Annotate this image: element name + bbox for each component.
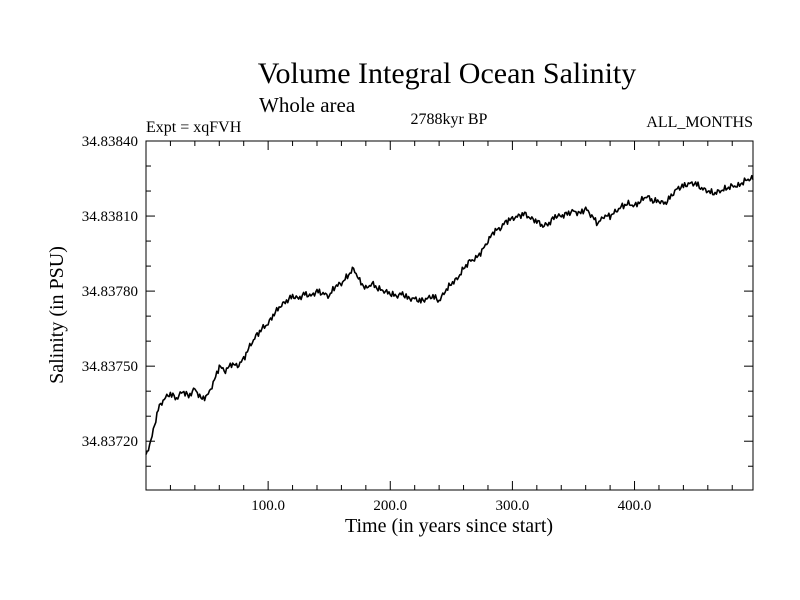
experiment-label: Expt = xqFVH [146,119,242,136]
period-label: 2788kyr BP [411,111,488,128]
x-axis-ticks [169,141,733,490]
chart-title: Volume Integral Ocean Salinity [258,57,637,90]
y-tick-label: 34.83750 [82,359,138,375]
y-tick-label: 34.83810 [82,209,138,225]
x-tick-label: 200.0 [373,498,407,514]
y-tick-label: 34.83840 [82,134,138,150]
x-axis-label: Time (in years since start) [345,515,553,537]
y-axis-tick-labels: 34.83720 34.83750 34.83780 34.83810 34.83840 [82,134,138,450]
y-axis-label: Salinity (in PSU) [46,246,68,384]
chart-subtitle: Whole area [259,93,356,117]
x-tick-label: 300.0 [496,498,530,514]
y-tick-label: 34.83720 [82,434,138,450]
y-tick-label: 34.83780 [82,284,138,300]
x-tick-label: 100.0 [251,498,285,514]
plot-frame [145,140,754,491]
x-axis-tick-labels: 100.0 200.0 300.0 400.0 [251,498,651,514]
salinity-series-line [145,174,754,455]
months-label: ALL_MONTHS [646,114,753,131]
x-tick-label: 400.0 [618,498,652,514]
y-axis-ticks [146,140,753,467]
